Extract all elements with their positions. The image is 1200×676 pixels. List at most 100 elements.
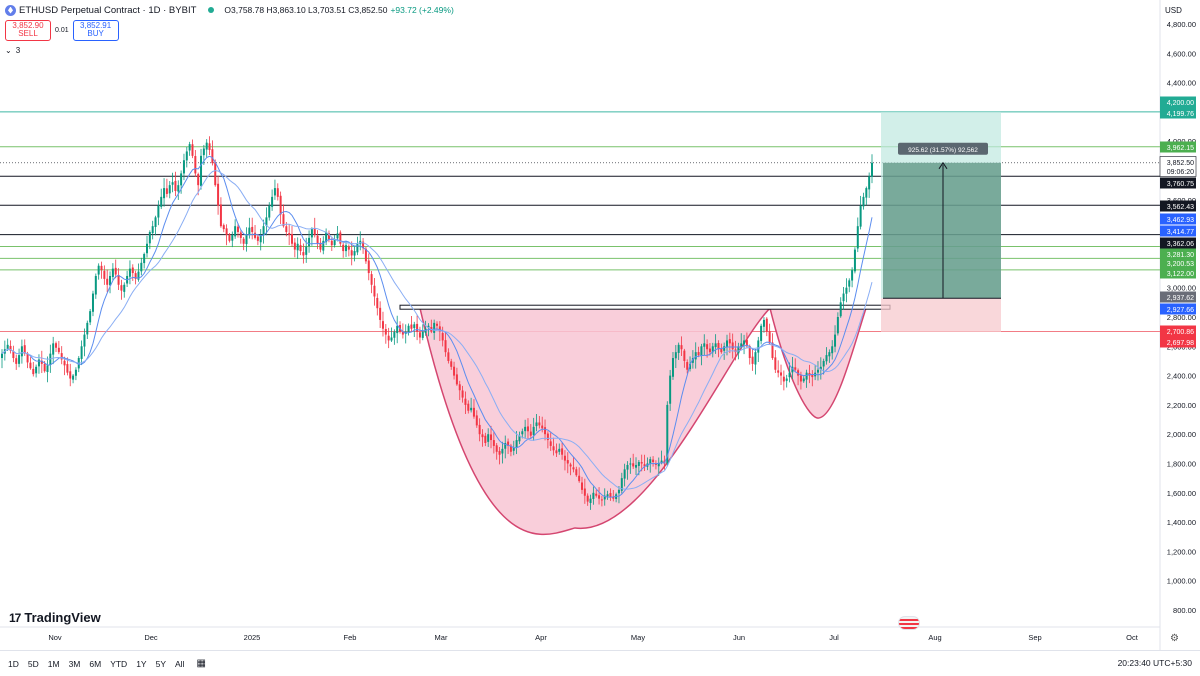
candle-body xyxy=(40,360,43,364)
candle-body xyxy=(671,358,674,377)
candle-body xyxy=(228,234,231,241)
candle-body xyxy=(259,234,262,243)
candle-body xyxy=(208,143,211,150)
x-tick-label: Jun xyxy=(733,633,745,642)
candle-body xyxy=(319,242,322,250)
candle-body xyxy=(700,346,703,356)
timeframe-button[interactable]: 5D xyxy=(27,658,39,669)
candle-body xyxy=(728,339,731,344)
candle-body xyxy=(83,334,86,347)
y-tick-label: 2,800.00 xyxy=(1167,313,1196,322)
timeframe-button[interactable]: 1Y xyxy=(136,658,147,669)
candle-body xyxy=(507,441,510,446)
price-label-bg xyxy=(1160,107,1196,119)
candle-body xyxy=(413,324,416,329)
candle-body xyxy=(504,442,507,449)
timeframe-button[interactable]: All xyxy=(175,658,185,669)
candle-body xyxy=(416,323,419,332)
clock[interactable]: 20:23:40 UTC+5:30 xyxy=(1117,658,1192,668)
candle-body xyxy=(450,361,453,367)
candle-body xyxy=(322,240,325,251)
candle-body xyxy=(811,374,814,378)
timeframe-buttons: 1D 5D 1M 3M 6M YTD 1Y 5Y All xyxy=(8,659,184,669)
candle-body xyxy=(490,434,493,441)
chevron-down-icon: ⌄ xyxy=(5,46,12,55)
trade-panel: 3,852.90 SELL 0.01 3,852.91 BUY xyxy=(5,19,119,41)
candle-body xyxy=(481,434,484,438)
candle-body xyxy=(660,460,663,463)
candle-body xyxy=(816,369,819,373)
candle-body xyxy=(720,348,723,353)
x-tick-label: 2025 xyxy=(244,633,261,642)
us-flag-icon[interactable] xyxy=(898,616,920,630)
candle-body xyxy=(640,462,643,464)
price-label: 2,700.86 xyxy=(1167,329,1194,336)
candle-body xyxy=(441,333,444,341)
timeframe-button[interactable]: 5Y xyxy=(155,658,166,669)
candle-body xyxy=(606,494,609,497)
x-tick-label: Nov xyxy=(48,633,62,642)
timeframe-button[interactable]: 6M xyxy=(89,658,102,669)
timeframe-button[interactable]: 1D xyxy=(8,658,19,669)
candle-body xyxy=(717,342,720,350)
measure-zone xyxy=(883,162,1001,299)
price-label: 2,697.98 xyxy=(1167,340,1194,347)
candle-body xyxy=(327,233,330,240)
price-label-bg xyxy=(1160,267,1196,279)
candle-body xyxy=(760,325,763,341)
candle-body xyxy=(345,245,348,252)
candle-body xyxy=(401,331,404,335)
candle-body xyxy=(293,242,296,250)
candle-body xyxy=(236,226,239,233)
candle-body xyxy=(191,144,194,156)
candle-body xyxy=(305,246,308,255)
ohlc-values: O3,758.78 H3,863.10 L3,703.51 C3,852.50 xyxy=(224,5,388,15)
timeframe-button[interactable]: 3M xyxy=(68,658,81,669)
countdown: 09:06:20 xyxy=(1167,169,1194,176)
candle-body xyxy=(353,251,356,256)
buy-button[interactable]: 3,852.91 BUY xyxy=(72,19,119,41)
candle-body xyxy=(447,352,450,361)
timeframe-button[interactable]: 1M xyxy=(47,658,60,669)
candle-body xyxy=(711,346,714,353)
candle-body xyxy=(120,285,123,291)
price-label-bg xyxy=(1160,96,1196,108)
price-label: 2,937.62 xyxy=(1167,295,1194,302)
candle-body xyxy=(871,162,873,177)
tradingview-brand[interactable]: 17 TradingView xyxy=(9,610,101,625)
candle-body xyxy=(254,232,257,238)
candle-body xyxy=(23,345,26,354)
measure-label: 925.62 (31.57%) 92,562 xyxy=(908,147,978,154)
candle-body xyxy=(188,144,191,151)
buy-price: 3,852.91 xyxy=(80,20,112,30)
candle-body xyxy=(234,226,237,237)
candle-body xyxy=(834,334,837,347)
candle-body xyxy=(55,343,58,348)
gear-icon[interactable]: ⚙ xyxy=(1170,633,1179,644)
candle-body xyxy=(524,426,527,432)
calendar-range-icon[interactable]: ▦ xyxy=(196,658,206,669)
price-label-bg xyxy=(1160,213,1196,225)
price-label-bg xyxy=(1160,257,1196,269)
candle-body xyxy=(364,248,367,262)
sell-button[interactable]: 3,852.90 SELL xyxy=(5,19,51,41)
candle-body xyxy=(128,268,131,277)
symbol-title[interactable]: ETHUSD Perpetual Contract · 1D · BYBIT xyxy=(19,4,197,16)
candle-body xyxy=(46,365,49,372)
candle-body xyxy=(154,217,157,227)
axis-currency[interactable]: USD xyxy=(1165,6,1182,15)
candle-body xyxy=(131,267,134,274)
timeframe-button[interactable]: YTD xyxy=(110,658,128,669)
candle-body xyxy=(347,246,350,250)
candle-body xyxy=(703,343,706,347)
candle-body xyxy=(89,311,92,323)
price-label: 3,362.06 xyxy=(1167,241,1194,248)
candle-body xyxy=(683,350,686,361)
indicators-toggle[interactable]: ⌄ 3 xyxy=(5,46,20,55)
candle-body xyxy=(745,339,748,347)
candle-body xyxy=(265,217,268,226)
y-tick-label: 2,200.00 xyxy=(1167,401,1196,410)
candle-body xyxy=(66,364,69,373)
candle-body xyxy=(563,455,566,461)
